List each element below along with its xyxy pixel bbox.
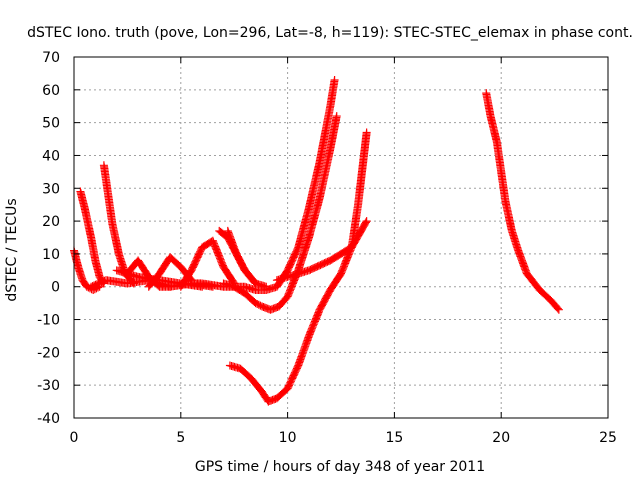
x-tick-label: 15 — [385, 430, 403, 446]
series-marker-trail — [274, 385, 291, 402]
series-marker-trail — [326, 113, 341, 152]
series-marker-trail — [224, 228, 240, 257]
series-marker-trail — [514, 248, 531, 277]
series-marker-trail — [145, 270, 163, 290]
series-marker-trail — [285, 266, 312, 281]
series-marker-trail — [167, 254, 184, 270]
series-marker-trail — [233, 251, 249, 273]
series-arc-11 — [187, 75, 339, 295]
series-marker-trail — [241, 267, 259, 287]
series-marker-trail — [547, 297, 562, 313]
series-marker-trail — [523, 270, 543, 293]
series-marker-trail — [79, 277, 90, 290]
y-tick-label: 50 — [42, 116, 60, 132]
x-tick-label: 0 — [70, 430, 79, 446]
data-point — [330, 75, 339, 84]
grid — [74, 57, 608, 418]
series-marker-trail — [177, 267, 195, 290]
axis-ticks: 0 5 10 15 20 25 -40 -30 -20 -10 0 10 20 30 40 50 60 70 — [37, 50, 617, 446]
y-tick-label: 30 — [42, 181, 60, 197]
series-marker-trail — [354, 130, 371, 208]
data-point — [332, 112, 341, 121]
data-points — [70, 75, 563, 406]
series-marker-trail — [294, 333, 313, 368]
series-marker-trail — [501, 198, 516, 234]
y-tick-label: -20 — [37, 345, 60, 361]
x-tick-label: 20 — [492, 430, 510, 446]
series-arc-6 — [123, 256, 175, 291]
series-marker-trail — [294, 205, 313, 250]
series-arc-14 — [225, 128, 371, 406]
data-point — [362, 128, 371, 137]
y-tick-label: -30 — [37, 378, 60, 394]
chart-title: dSTEC Iono. truth (pove, Lon=296, Lat=-8… — [27, 25, 633, 41]
y-tick-label: 10 — [42, 247, 60, 263]
x-tick-label: 25 — [599, 430, 617, 446]
series-marker-trail — [337, 244, 356, 277]
series-marker-trail — [231, 283, 248, 297]
y-axis-label: dSTEC / TECUs — [4, 198, 20, 301]
series-marker-trail — [294, 234, 313, 273]
series-marker-trail — [253, 300, 265, 310]
series-marker-trail — [188, 244, 206, 273]
series-marker-trail — [134, 257, 152, 280]
x-axis-label: GPS time / hours of day 348 of year 2011 — [195, 459, 485, 475]
series-marker-trail — [316, 146, 334, 201]
series-marker-trail — [209, 238, 227, 270]
series-marker-trail — [327, 270, 345, 293]
series-marker-trail — [84, 283, 96, 294]
series-arc-10 — [223, 226, 260, 288]
series-marker-trail — [248, 375, 265, 395]
plot-frame — [73, 56, 609, 419]
y-tick-label: 70 — [42, 50, 60, 66]
series-marker-trail — [316, 287, 334, 313]
series-marker-trail — [284, 244, 302, 273]
series-marker-trail — [276, 293, 291, 310]
series-marker-trail — [508, 228, 522, 254]
series-marker-trail — [237, 365, 255, 382]
y-tick-label: 40 — [42, 148, 60, 164]
y-tick-label: 60 — [42, 83, 60, 99]
series-marker-trail — [486, 113, 501, 145]
series-marker-trail — [306, 257, 333, 274]
series-arc-12 — [219, 112, 341, 314]
series-marker-trail — [90, 283, 102, 294]
x-tick-label: 5 — [176, 430, 185, 446]
y-tick-label: -40 — [37, 411, 60, 427]
series-marker-trail — [108, 221, 123, 257]
series-marker-trail — [536, 287, 554, 303]
series-marker-trail — [305, 159, 324, 211]
series-arc-15 — [482, 89, 563, 314]
series-marker-trail — [76, 189, 89, 211]
series-marker-trail — [305, 195, 324, 240]
series-marker-trail — [242, 290, 259, 306]
y-tick-label: -10 — [37, 313, 60, 329]
x-tick-label: 10 — [279, 430, 297, 446]
data-point — [166, 282, 175, 291]
data-point — [362, 217, 371, 226]
y-tick-label: 20 — [42, 214, 60, 230]
series-marker-trail — [305, 307, 323, 339]
data-point — [554, 305, 563, 314]
series-marker-trail — [81, 205, 95, 240]
y-tick-label: 0 — [51, 280, 60, 296]
series-marker-trail — [347, 202, 362, 250]
series-marker-trail — [220, 264, 238, 287]
series-marker-trail — [91, 258, 104, 280]
series-marker-trail — [315, 103, 334, 165]
series-marker-trail — [284, 362, 302, 391]
